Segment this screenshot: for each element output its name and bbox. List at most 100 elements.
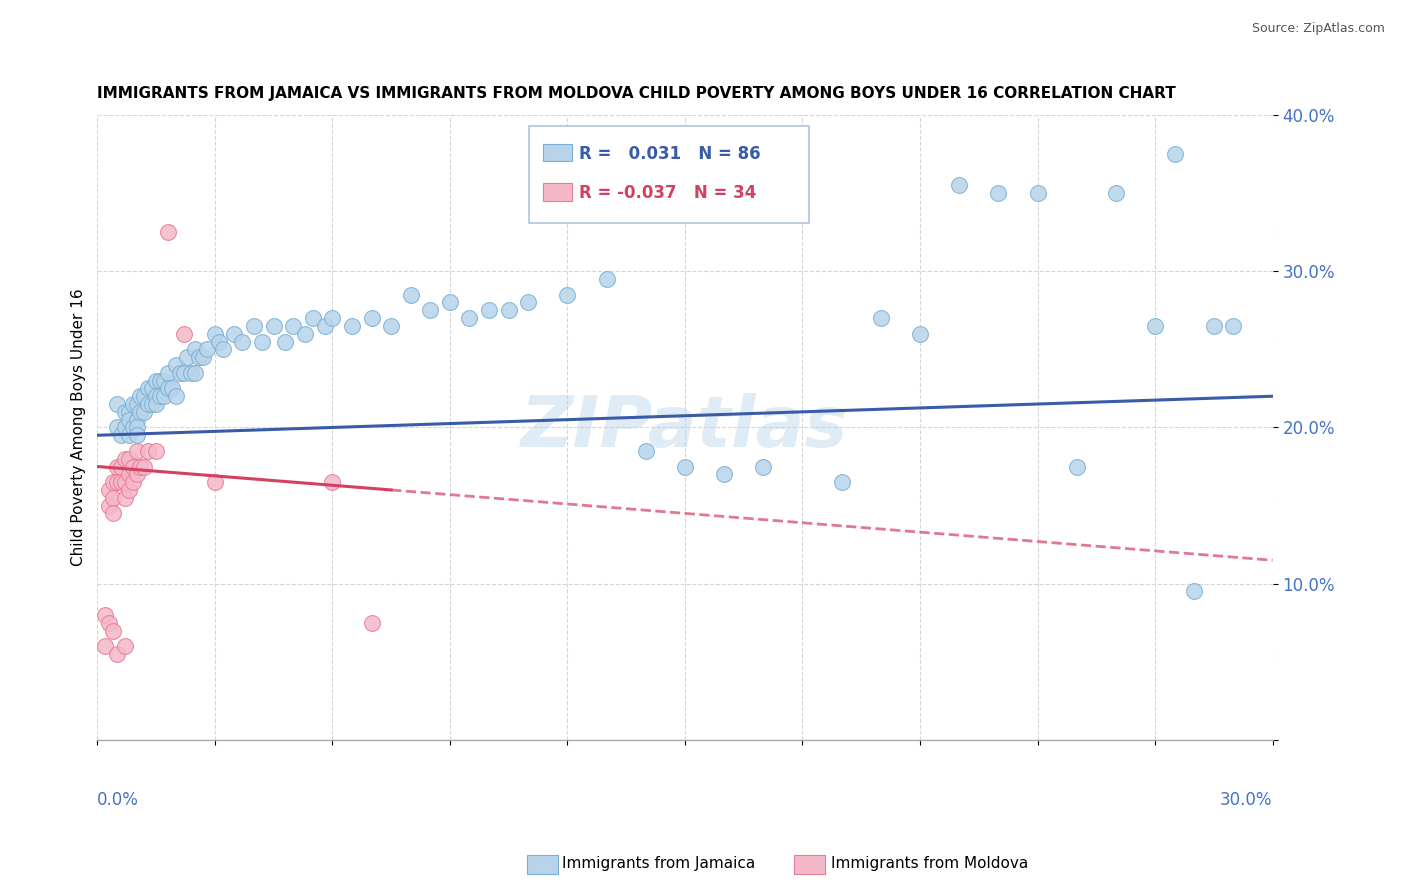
Point (283, 318, 305, 333)
Point (1222, 318, 1244, 333)
Point (121, 420, 143, 434)
Point (125, 412, 148, 426)
Point (129, 405, 152, 419)
Point (165, 358, 187, 372)
Point (125, 428, 148, 442)
Point (380, 318, 402, 333)
Point (498, 303, 520, 318)
Point (145, 374, 167, 388)
Point (141, 381, 163, 395)
Point (94, 607, 117, 622)
Point (1105, 186, 1128, 201)
Point (1202, 318, 1225, 333)
Point (125, 443, 148, 458)
Point (869, 311, 891, 326)
Point (160, 381, 183, 395)
Point (134, 459, 156, 474)
Point (153, 374, 176, 388)
Point (314, 318, 336, 333)
Point (136, 397, 159, 411)
Point (191, 350, 214, 364)
Point (173, 366, 195, 380)
Point (114, 639, 136, 653)
Point (169, 366, 191, 380)
Point (136, 443, 159, 458)
Point (105, 420, 128, 434)
Point (340, 318, 363, 333)
Point (250, 334, 273, 349)
Point (98, 499, 121, 513)
Text: R =   0.031   N = 86: R = 0.031 N = 86 (578, 145, 761, 163)
Y-axis label: Child Poverty Among Boys Under 16: Child Poverty Among Boys Under 16 (72, 289, 86, 566)
Point (188, 350, 211, 364)
Point (118, 428, 141, 442)
Point (114, 475, 136, 490)
Point (263, 318, 285, 333)
Point (673, 459, 696, 474)
Point (478, 303, 501, 318)
Point (118, 483, 141, 497)
Point (125, 397, 148, 411)
Point (180, 366, 202, 380)
Point (121, 475, 143, 490)
Point (184, 343, 207, 357)
Point (129, 389, 152, 403)
Point (908, 326, 931, 341)
Point (557, 287, 579, 301)
Point (360, 615, 382, 630)
Point (713, 467, 735, 482)
Point (243, 318, 266, 333)
Point (118, 405, 141, 419)
Point (208, 334, 231, 349)
Point (145, 389, 167, 403)
Point (149, 389, 172, 403)
Point (1163, 147, 1185, 161)
Point (105, 647, 128, 661)
Point (176, 350, 198, 364)
Point (114, 420, 136, 434)
Point (125, 467, 148, 482)
Point (211, 343, 233, 357)
Point (301, 311, 323, 326)
Point (165, 389, 187, 403)
Point (948, 178, 970, 193)
Point (831, 475, 853, 490)
Point (94, 639, 117, 653)
Point (149, 374, 172, 388)
Point (134, 389, 156, 403)
Point (439, 295, 461, 310)
Point (101, 475, 124, 490)
Point (360, 311, 382, 326)
Text: ZIPatlas: ZIPatlas (522, 393, 849, 462)
Point (321, 475, 343, 490)
Point (98, 483, 121, 497)
Point (105, 459, 128, 474)
Point (399, 287, 422, 301)
Point (204, 475, 226, 490)
Point (195, 343, 218, 357)
Point (110, 475, 132, 490)
Point (145, 397, 167, 411)
Text: Immigrants from Moldova: Immigrants from Moldova (831, 856, 1028, 871)
Point (231, 334, 253, 349)
Point (1143, 318, 1166, 333)
Text: R = -0.037   N = 34: R = -0.037 N = 34 (578, 184, 756, 202)
Point (118, 412, 141, 426)
Text: Immigrants from Jamaica: Immigrants from Jamaica (562, 856, 755, 871)
Point (136, 381, 159, 395)
Point (173, 326, 195, 341)
Point (634, 443, 657, 458)
Point (156, 225, 179, 239)
Point (110, 459, 132, 474)
Point (114, 451, 136, 466)
Point (321, 311, 343, 326)
Point (274, 334, 297, 349)
Point (1026, 186, 1049, 201)
Point (595, 272, 617, 286)
Point (224, 326, 246, 341)
Point (114, 491, 136, 505)
Point (419, 303, 441, 318)
Point (184, 366, 207, 380)
Point (1182, 584, 1205, 599)
Point (752, 459, 775, 474)
